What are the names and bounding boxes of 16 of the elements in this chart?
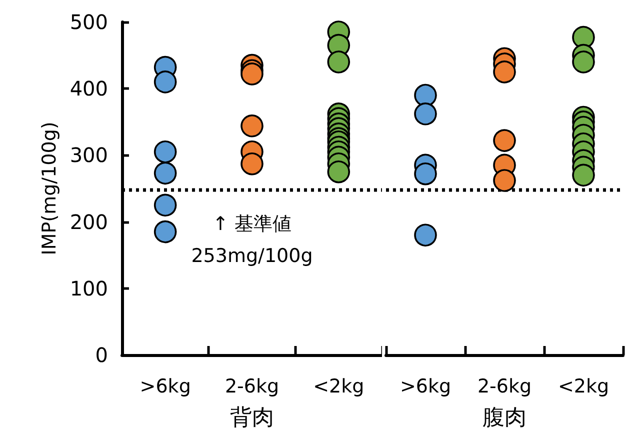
y-tick-label: 100 — [70, 276, 108, 300]
x-axis-title: 腹肉 — [482, 406, 526, 430]
x-tick-label: 2-6kg — [224, 376, 280, 398]
y-tick-label: 300 — [70, 143, 108, 168]
x-tick-label: <2kg — [313, 376, 364, 398]
x-axis-title: 背肉 — [230, 406, 274, 430]
x-tick-label: >6kg — [140, 376, 191, 398]
y-tick-label: 400 — [70, 76, 108, 101]
x-tick-label: >6kg — [400, 376, 452, 398]
x-tick-label: 2-6kg — [477, 376, 532, 398]
x-tick-label: <2kg — [558, 376, 610, 398]
y-axis-title: IMP(mg/100g) — [38, 122, 60, 256]
y-tick-label: 500 — [70, 10, 108, 34]
annotation: ↑ 基準値 253mg/100g — [191, 212, 313, 267]
y-tick-label: 200 — [70, 210, 108, 234]
y-tick-label: 0 — [95, 343, 108, 367]
